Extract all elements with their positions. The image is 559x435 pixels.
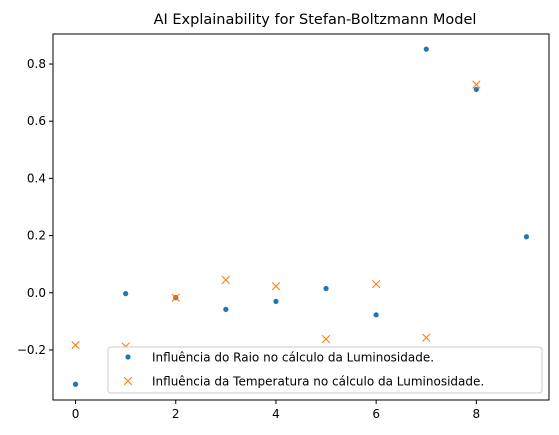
x-tick-label: 4 <box>272 407 280 421</box>
temperature-point <box>422 333 431 342</box>
x-tick-label: 0 <box>72 407 80 421</box>
temperature-point <box>71 340 80 350</box>
legend-label: Influência do Raio no cálculo da Luminos… <box>152 351 434 365</box>
temperature-point <box>171 293 180 302</box>
radius-point <box>423 46 429 52</box>
plot-area <box>52 33 550 401</box>
legend-marker-1 <box>125 354 131 360</box>
radius-point <box>373 312 379 318</box>
radius-point <box>72 381 79 387</box>
radius-point <box>223 306 229 312</box>
temperature-point <box>271 282 281 291</box>
y-axis: −0.2 0.0 0.2 0.4 0.6 0.8 <box>17 57 53 357</box>
legend-label: Influência da Temperatura no cálculo da … <box>152 375 484 389</box>
radius-point <box>323 285 329 292</box>
y-tick-label: 0.0 <box>27 286 46 300</box>
legend: Influência do Raio no cálculo da Luminos… <box>107 346 543 394</box>
y-tick-label: 0.4 <box>27 171 46 185</box>
temperature-point <box>371 280 381 289</box>
radius-point <box>273 298 279 304</box>
temperature-point <box>472 80 481 89</box>
legend-box <box>107 346 543 394</box>
temperature-point <box>221 275 231 285</box>
radius-point <box>123 291 129 297</box>
x-tick-label: 6 <box>372 407 380 421</box>
series-layer <box>71 46 530 387</box>
y-tick-label: −0.2 <box>17 343 46 357</box>
radius-point <box>523 234 530 240</box>
radius-point <box>473 86 479 93</box>
series-2 <box>71 80 481 351</box>
x-axis: 0 2 4 6 8 <box>72 400 480 421</box>
series-1 <box>72 46 530 387</box>
temperature-point <box>321 334 331 344</box>
y-tick-label: 0.6 <box>27 114 46 128</box>
legend-marker-2 <box>123 376 133 386</box>
chart-title: AI Explainability for Stefan-Boltzmann M… <box>154 12 477 28</box>
x-tick-label: 2 <box>172 407 180 421</box>
y-tick-label: 0.8 <box>27 57 46 71</box>
y-tick-label: 0.2 <box>27 229 46 243</box>
x-tick-label: 8 <box>473 407 481 421</box>
